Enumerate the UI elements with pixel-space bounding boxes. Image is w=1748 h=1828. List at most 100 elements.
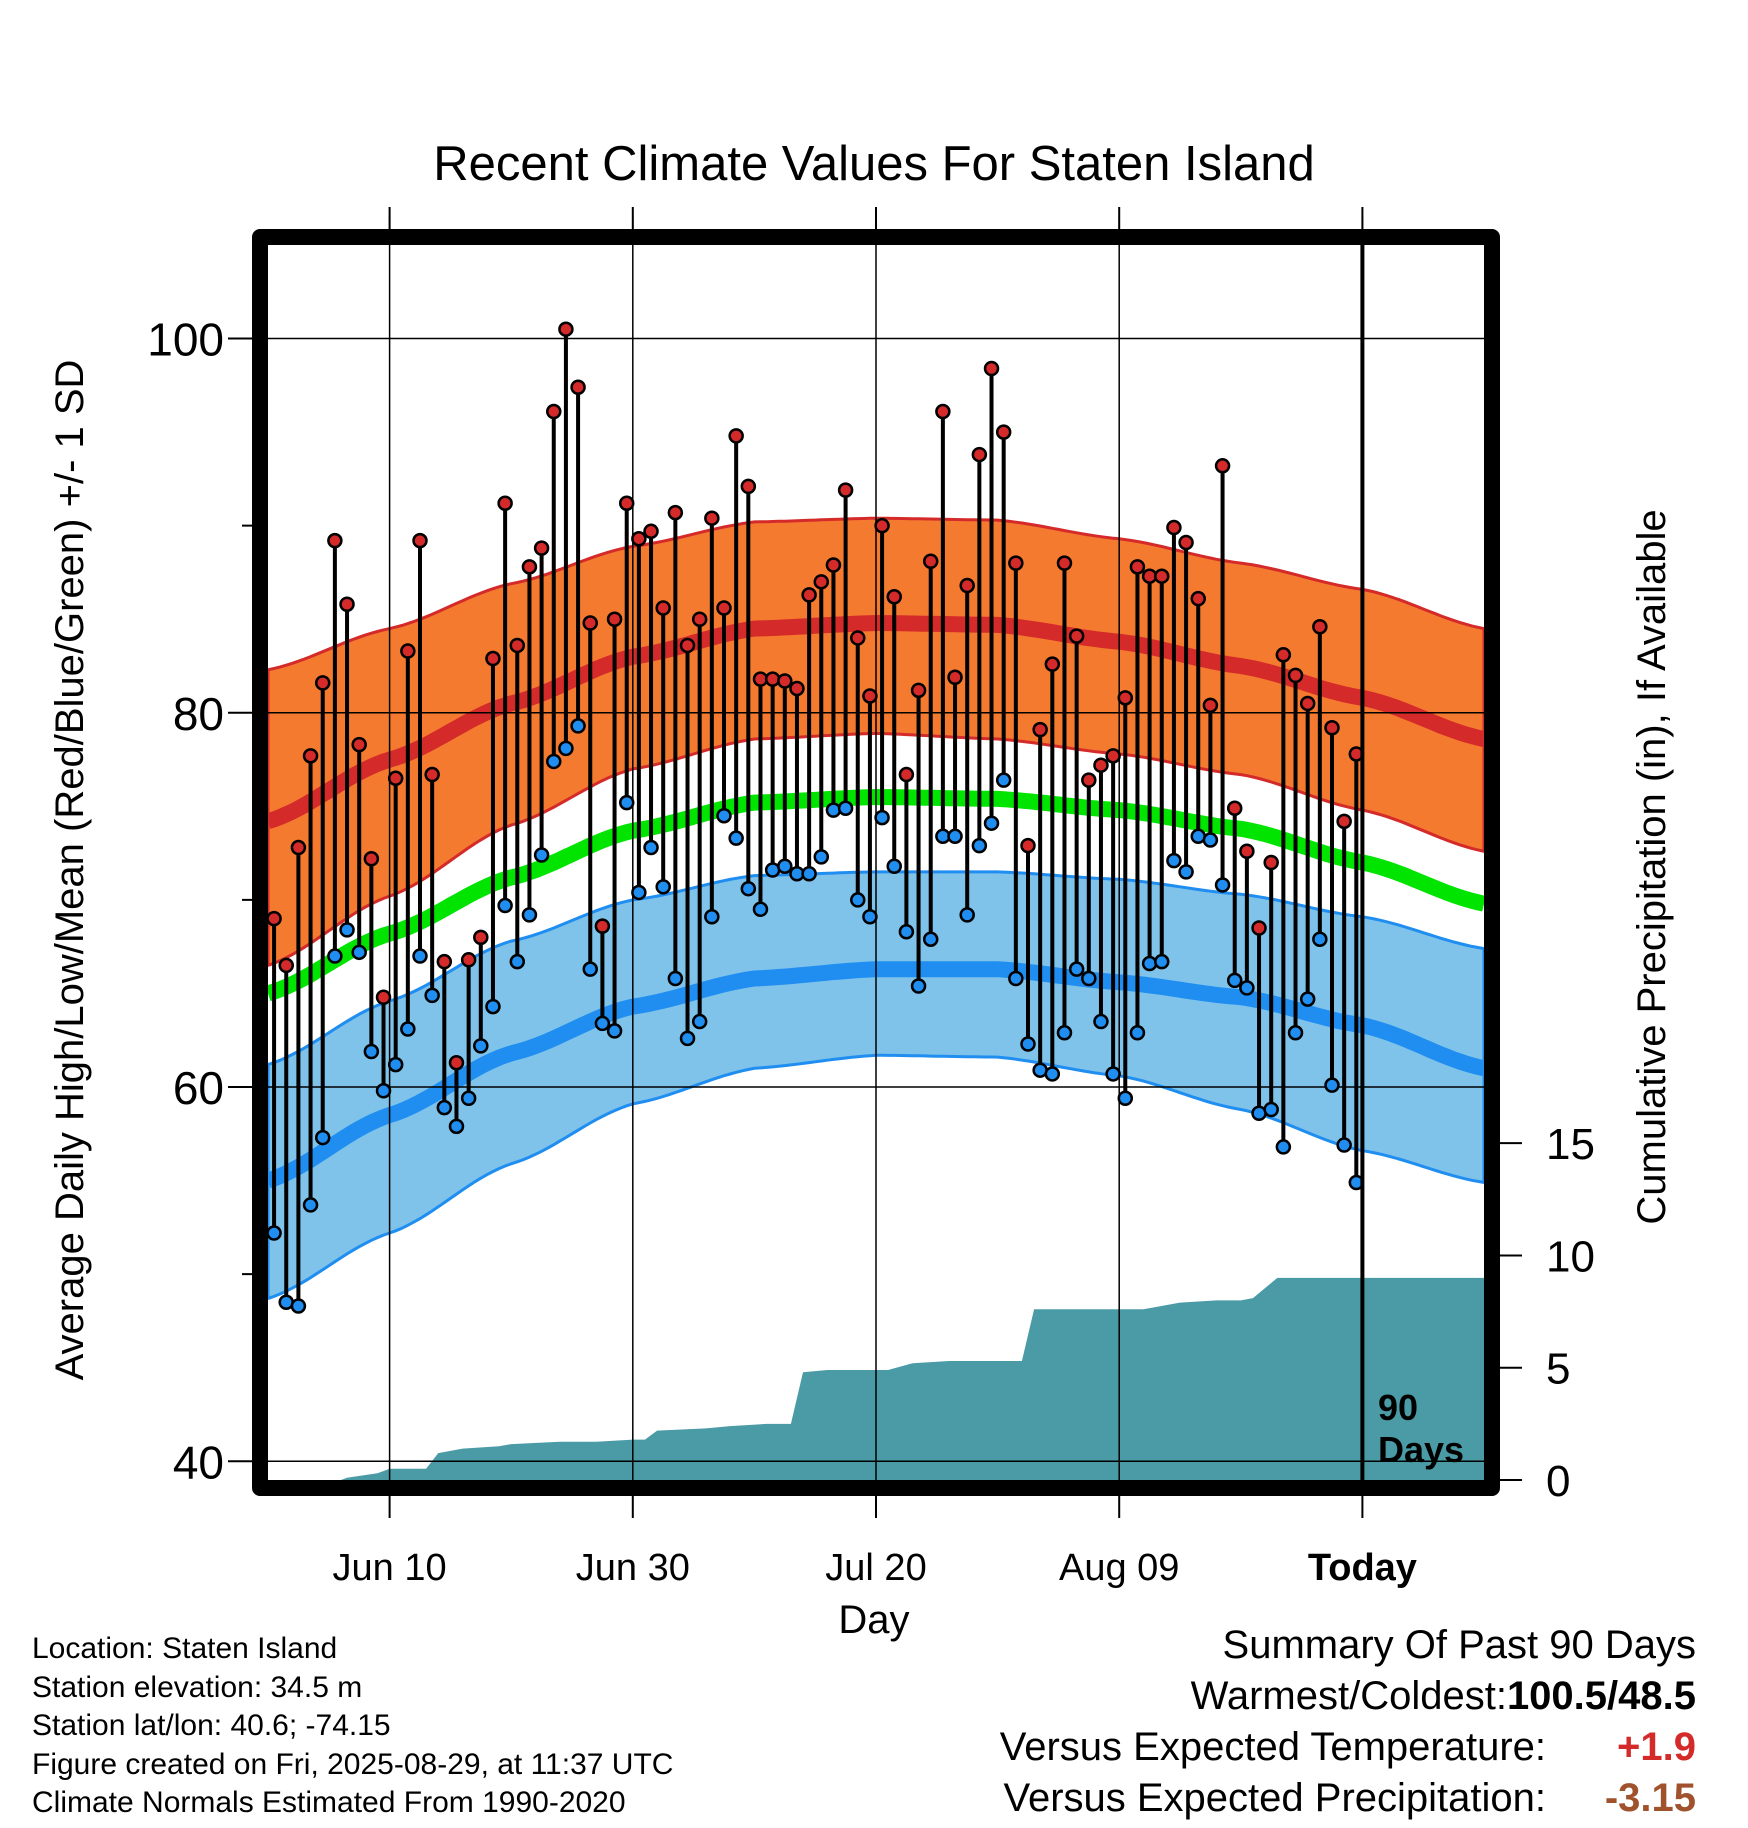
daily-high-point (1214, 458, 1231, 474)
daily-high-point (995, 424, 1012, 440)
daily-low-point (728, 830, 744, 846)
warmest-label: Warmest/Coldest: (1190, 1674, 1507, 1718)
right-axis-label: Cumulative Precipitation (in), If Availa… (1630, 509, 1674, 1224)
station-metadata: Location: Staten Island Station elevatio… (32, 1630, 673, 1823)
daily-high-point (1166, 519, 1182, 536)
daily-low-point (752, 901, 769, 918)
daily-low-point (1056, 1025, 1073, 1041)
daily-low-point (1020, 1036, 1036, 1052)
daily-high-point (558, 321, 574, 337)
daily-high-point (436, 953, 453, 970)
daily-high-point (764, 671, 781, 687)
daily-low-point (716, 807, 732, 824)
left-tick-label: 40 (173, 1436, 224, 1488)
daily-high-point (886, 589, 902, 605)
daily-low-point (485, 998, 501, 1015)
daily-low-point (533, 847, 550, 863)
daily-low-point (898, 923, 915, 940)
daily-high-point (862, 688, 878, 704)
daily-high-point (387, 770, 404, 787)
daily-high-point (618, 495, 635, 511)
daily-high-point (448, 1054, 465, 1071)
daily-low-point (302, 1197, 319, 1213)
daily-low-point (704, 909, 720, 925)
right-tick-label: 15 (1546, 1120, 1595, 1169)
daily-low-point (1275, 1139, 1292, 1155)
daily-high-point (268, 910, 282, 927)
daily-low-point (1166, 852, 1182, 869)
daily-high-point (1178, 534, 1194, 551)
temp-deviation-value: +1.9 (1617, 1725, 1696, 1769)
daily-high-point (777, 673, 793, 689)
daily-high-point (424, 766, 440, 783)
daily-high-point (594, 918, 611, 934)
daily-low-point (655, 879, 671, 895)
daily-high-point (1020, 837, 1036, 854)
daily-low-point (777, 858, 793, 874)
daily-high-point (290, 839, 307, 856)
precip-deviation-value: -3.15 (1604, 1776, 1696, 1820)
daily-low-point (1324, 1077, 1340, 1093)
daily-high-point (302, 748, 319, 764)
daily-low-point (825, 802, 842, 818)
daily-high-point (497, 495, 513, 511)
daily-low-point (1105, 1066, 1121, 1082)
daily-high-point (327, 532, 343, 549)
daily-low-point (983, 815, 1000, 831)
daily-low-point (922, 931, 939, 947)
daily-high-point (1032, 721, 1048, 738)
bottom-tick-label: Aug 09 (1059, 1547, 1179, 1589)
bottom-tick-label: Jun 10 (333, 1547, 447, 1589)
daily-high-point (1190, 590, 1206, 607)
daily-high-point (1044, 656, 1061, 672)
bottom-tick-label: Jul 20 (825, 1547, 926, 1589)
daily-high-point (1093, 757, 1109, 773)
daily-high-point (1081, 772, 1097, 788)
daily-low-point (1141, 955, 1158, 972)
daily-high-point (1299, 695, 1316, 712)
daily-low-point (1093, 1013, 1109, 1030)
daily-low-point (290, 1298, 307, 1314)
daily-low-point (1081, 970, 1097, 987)
daily-high-point (314, 675, 331, 691)
right-tick-label: 5 (1546, 1345, 1570, 1394)
daily-high-point (740, 478, 757, 495)
temp-deviation-label: Versus Expected Temperature: (999, 1725, 1546, 1769)
daily-low-point (473, 1038, 489, 1054)
daily-low-point (339, 922, 355, 938)
daily-high-point (922, 553, 939, 569)
today-days-label-line2: Days (1378, 1429, 1464, 1470)
daily-high-point (278, 957, 294, 974)
precip-deviation-label: Versus Expected Precipitation: (1003, 1776, 1546, 1820)
chart-title: Recent Climate Values For Staten Island (433, 137, 1315, 191)
daily-low-point (375, 1083, 392, 1099)
daily-low-point (1226, 972, 1243, 989)
daily-high-point (1226, 800, 1243, 816)
daily-low-point (424, 987, 440, 1004)
daily-high-point (533, 540, 550, 556)
daily-low-point (558, 740, 574, 757)
daily-low-point (460, 1090, 477, 1107)
daily-low-point (521, 907, 538, 923)
daily-low-point (1178, 864, 1194, 880)
daily-high-point (1336, 813, 1352, 830)
daily-low-point (667, 970, 684, 987)
daily-high-point (825, 557, 842, 573)
daily-low-point (1068, 961, 1085, 977)
daily-high-point (412, 532, 428, 549)
daily-low-point (387, 1056, 404, 1073)
created-text: Figure created on Fri, 2025-08-29, at 11… (32, 1747, 674, 1781)
daily-high-point (363, 851, 380, 867)
daily-low-point (631, 884, 647, 901)
daily-high-point (704, 510, 720, 526)
daily-low-point (570, 718, 586, 734)
daily-high-point (728, 428, 744, 444)
daily-low-point (1312, 931, 1328, 947)
daily-low-point (327, 948, 343, 964)
daily-high-point (1154, 568, 1170, 584)
daily-high-point (691, 611, 708, 627)
daily-low-point (268, 1225, 282, 1241)
daily-high-point (521, 559, 538, 575)
daily-high-point (473, 929, 489, 946)
